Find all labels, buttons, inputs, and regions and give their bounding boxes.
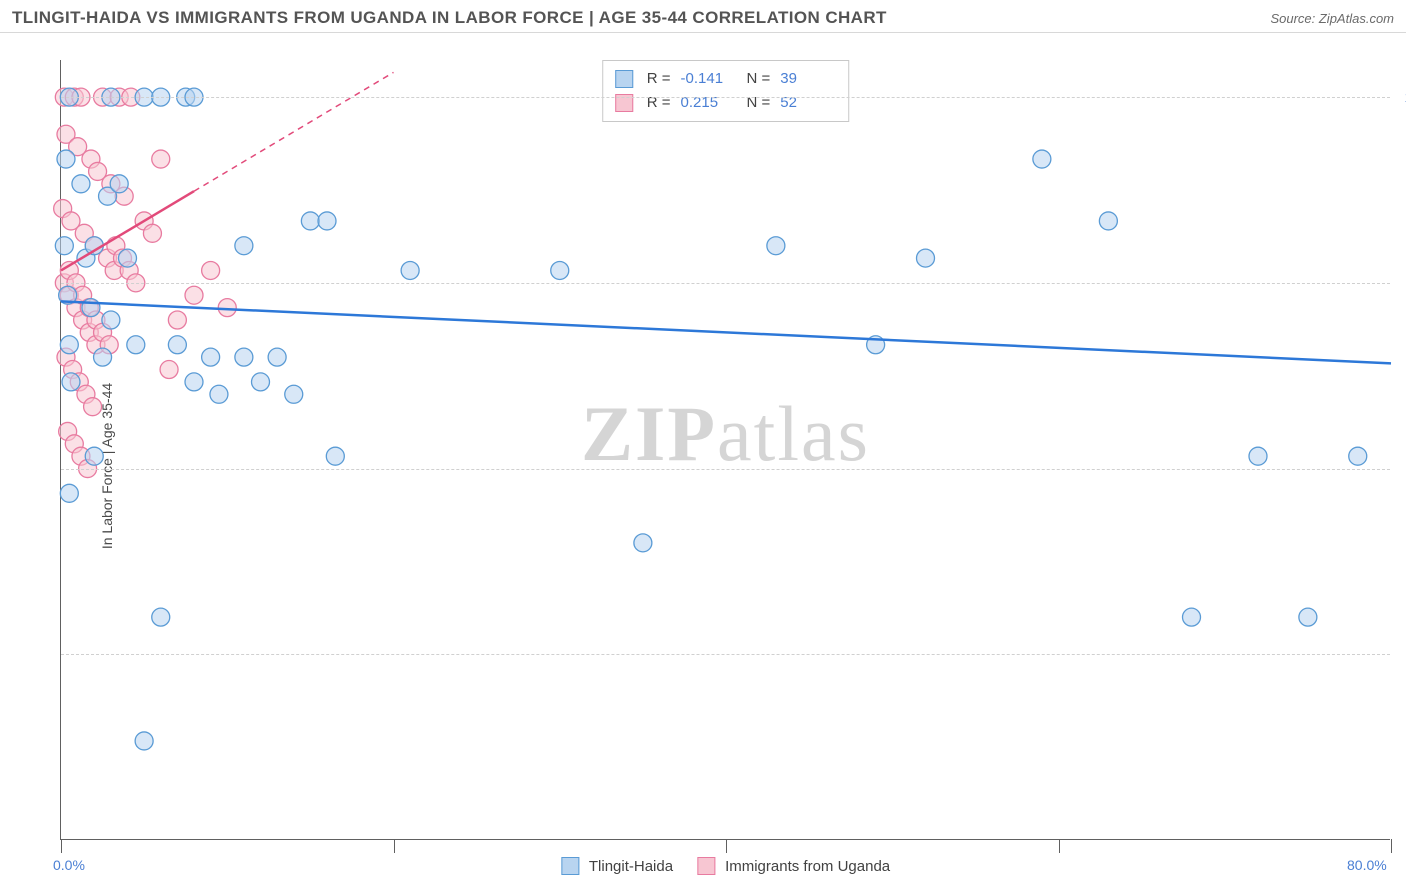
scatter-point [268,348,286,366]
scatter-point [60,484,78,502]
scatter-point [152,150,170,168]
scatter-point [202,261,220,279]
hgrid [61,97,1390,98]
trend-line [61,301,1391,363]
stats-r-val-0: -0.141 [681,67,737,91]
scatter-point [85,447,103,465]
scatter-point [301,212,319,230]
stats-n-label-0: N = [747,67,771,91]
trend-line-dashed [194,72,394,191]
scatter-point [60,336,78,354]
stats-r-label-0: R = [647,67,671,91]
scatter-point [102,311,120,329]
xtick-label: 80.0% [1347,857,1387,873]
scatter-point [551,261,569,279]
stats-r-label-1: R = [647,91,671,115]
xtick [394,839,395,853]
legend-item-0: Tlingit-Haida [561,857,673,875]
legend-item-1: Immigrants from Uganda [697,857,890,875]
stats-r-val-1: 0.215 [681,91,737,115]
scatter-point [72,175,90,193]
legend-swatch-0 [561,857,579,875]
legend-swatch-1 [697,857,715,875]
stats-row-1: R = 0.215 N = 52 [615,91,837,115]
scatter-point [767,237,785,255]
hgrid [61,469,1390,470]
scatter-point [326,447,344,465]
xtick [1059,839,1060,853]
scatter-point [57,150,75,168]
xtick [61,839,62,853]
chart-source: Source: ZipAtlas.com [1270,11,1394,26]
legend-label-0: Tlingit-Haida [589,858,673,875]
stats-n-label-1: N = [747,91,771,115]
scatter-point [285,385,303,403]
scatter-point [634,534,652,552]
xtick [726,839,727,853]
bottom-legend: Tlingit-Haida Immigrants from Uganda [561,857,890,875]
scatter-point [1033,150,1051,168]
scatter-point [1349,447,1367,465]
scatter-point [185,286,203,304]
scatter-point [94,348,112,366]
scatter-point [185,373,203,391]
scatter-point [318,212,336,230]
scatter-point [1249,447,1267,465]
scatter-point [202,348,220,366]
scatter-point [235,237,253,255]
chart-area: In Labor Force | Age 35-44 ZIPatlas R = … [32,40,1406,892]
scatter-point [152,608,170,626]
scatter-point [160,361,178,379]
scatter-point [168,311,186,329]
stats-row-0: R = -0.141 N = 39 [615,67,837,91]
scatter-point [210,385,228,403]
scatter-point [1299,608,1317,626]
scatter-point [917,249,935,267]
scatter-point [235,348,253,366]
plot-region: ZIPatlas R = -0.141 N = 39 R = 0.215 N =… [60,60,1390,840]
scatter-point [143,224,161,242]
scatter-point [55,237,73,255]
chart-header: TLINGIT-HAIDA VS IMMIGRANTS FROM UGANDA … [0,0,1406,33]
stats-box: R = -0.141 N = 39 R = 0.215 N = 52 [602,60,850,122]
scatter-point [135,732,153,750]
scatter-point [401,261,419,279]
stats-n-val-0: 39 [780,67,836,91]
stats-swatch-0 [615,70,633,88]
plot-svg [61,60,1391,840]
scatter-point [168,336,186,354]
scatter-point [110,175,128,193]
xtick-label: 0.0% [53,857,85,873]
scatter-point [62,373,80,391]
legend-label-1: Immigrants from Uganda [725,858,890,875]
chart-title: TLINGIT-HAIDA VS IMMIGRANTS FROM UGANDA … [12,8,887,28]
scatter-point [252,373,270,391]
scatter-point [119,249,137,267]
hgrid [61,283,1390,284]
hgrid [61,654,1390,655]
scatter-point [1099,212,1117,230]
scatter-point [1183,608,1201,626]
scatter-point [218,299,236,317]
stats-n-val-1: 52 [780,91,836,115]
scatter-point [84,398,102,416]
xtick [1391,839,1392,853]
scatter-point [127,336,145,354]
